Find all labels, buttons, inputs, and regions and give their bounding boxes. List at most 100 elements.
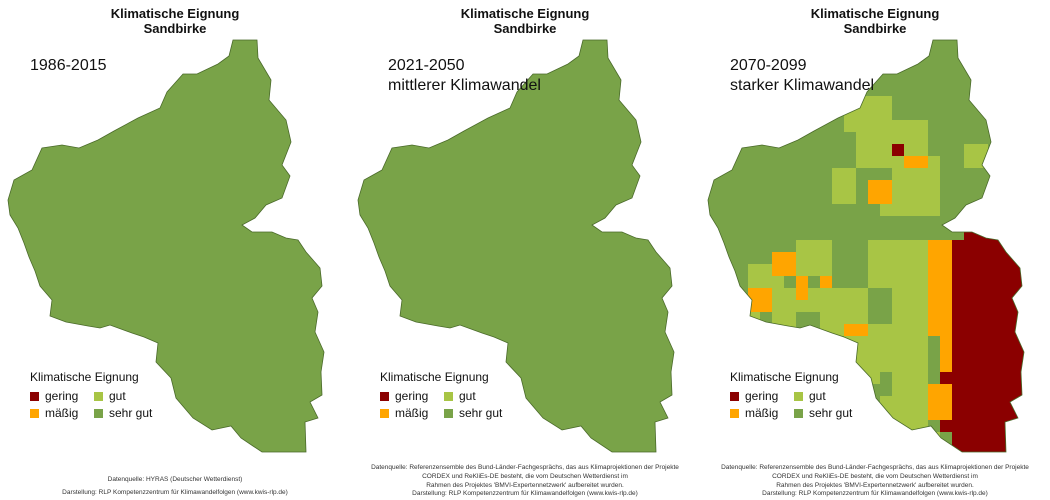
cell-massig [928, 384, 952, 420]
legend-item-sehr-gut: sehr gut [794, 406, 874, 420]
region-sehr-gut [8, 40, 324, 452]
legend-label: mäßig [45, 406, 79, 420]
panel-title: Klimatische Eignung Sandbirke [0, 6, 350, 36]
cell-massig [940, 336, 952, 372]
title-line-2: Sandbirke [143, 21, 207, 36]
cell-massig [724, 312, 748, 336]
legend-item-gering: gering [380, 389, 444, 403]
title-line-1: Klimatische Eignung [460, 6, 590, 21]
cell-sehr-gut [880, 372, 892, 396]
cell-gering [892, 144, 904, 156]
data-source: Datenquelle: Referenzensemble des Bund-L… [350, 463, 700, 490]
legend-label: mäßig [395, 406, 429, 420]
period-line-2: mittlerer Klimawandel [388, 77, 541, 94]
cell-massig [868, 180, 892, 204]
map-panel-2070-2099: Klimatische Eignung Sandbirke 2070-2099 … [700, 0, 1050, 500]
cell-sehr-gut [868, 288, 892, 324]
data-source: Datenquelle: Referenzensemble des Bund-L… [700, 463, 1050, 490]
cell-massig [904, 156, 928, 168]
legend-item-gering: gering [30, 389, 94, 403]
legend-swatch-sehr-gut [794, 408, 803, 418]
period-label: 2021-2050 mittlerer Klimawandel [388, 56, 541, 96]
title-line-2: Sandbirke [843, 21, 907, 36]
map-shape [7, 39, 325, 453]
legend-swatch-massig [730, 408, 739, 418]
legend-label: gut [109, 389, 126, 403]
credit: Darstellung: RLP Kompetenzzentrum für Kl… [762, 490, 988, 497]
cell-gut [904, 336, 928, 408]
legend-swatch-sehr-gut [94, 408, 103, 418]
period-line-1: 1986-2015 [30, 57, 107, 74]
legend-title: Klimatische Eignung [380, 370, 489, 384]
cell-massig [820, 276, 832, 288]
panel-title: Klimatische Eignung Sandbirke [700, 6, 1050, 36]
cell-sehr-gut [796, 312, 820, 336]
state-border [7, 39, 325, 453]
data-source: Datenquelle: HYRAS (Deutscher Wetterdien… [0, 475, 350, 484]
map-panel-2021-2050: Klimatische Eignung Sandbirke 2021-2050 … [350, 0, 700, 500]
source-line: Datenquelle: HYRAS (Deutscher Wetterdien… [107, 476, 243, 483]
credit: Darstellung: RLP Kompetenzzentrum für Kl… [62, 489, 288, 496]
legend-item-sehr-gut: sehr gut [444, 406, 524, 420]
legend-swatch-massig [30, 408, 39, 418]
legend-item-gering: gering [730, 389, 794, 403]
period-line-1: 2070-2099 [730, 57, 807, 74]
state-border [357, 39, 675, 453]
source-line: Datenquelle: Referenzensemble des Bund-L… [721, 464, 1029, 471]
legend-item-gut: gut [794, 389, 874, 403]
legend-swatch-gering [30, 391, 39, 401]
legend-title: Klimatische Eignung [30, 370, 139, 384]
cell-massig [772, 252, 796, 276]
cell-massig [844, 324, 868, 336]
cell-massig [796, 276, 808, 300]
cell-gering [964, 216, 1024, 240]
legend-label: sehr gut [109, 406, 153, 420]
legend-label: gering [45, 389, 79, 403]
legend-label: mäßig [745, 406, 779, 420]
legend: Klimatische Eignung gering gut mäßig seh… [730, 370, 874, 420]
legend-swatch-gut [444, 391, 453, 401]
state-border [707, 39, 1025, 453]
credit: Darstellung: RLP Kompetenzzentrum für Kl… [412, 490, 638, 497]
legend-label: gut [459, 389, 476, 403]
legend-item-sehr-gut: sehr gut [94, 406, 174, 420]
legend-title: Klimatische Eignung [730, 370, 839, 384]
legend-swatch-gut [794, 391, 803, 401]
legend-item-massig: mäßig [730, 406, 794, 420]
legend: Klimatische Eignung gering gut mäßig seh… [30, 370, 174, 420]
period-label: 1986-2015 [30, 56, 107, 76]
legend-swatch-sehr-gut [444, 408, 453, 418]
period-line-1: 2021-2050 [388, 57, 465, 74]
legend-swatch-gering [380, 391, 389, 401]
rlp-map [357, 39, 675, 453]
map-panel-1986-2015: Klimatische Eignung Sandbirke 1986-2015 … [0, 0, 350, 500]
source-line: Rahmen des Projektes 'BMVI-Expertennetzw… [426, 482, 624, 489]
legend-label: sehr gut [459, 406, 503, 420]
legend-label: gering [745, 389, 779, 403]
legend-label: gering [395, 389, 429, 403]
panel-title: Klimatische Eignung Sandbirke [350, 6, 700, 36]
source-line: Datenquelle: Referenzensemble des Bund-L… [371, 464, 679, 471]
source-line: CORDEX und ReKliEs-DE besteht, die vom D… [422, 473, 628, 480]
legend-item-gut: gut [94, 389, 174, 403]
title-line-1: Klimatische Eignung [110, 6, 240, 21]
legend-item-massig: mäßig [30, 406, 94, 420]
legend: Klimatische Eignung gering gut mäßig seh… [380, 370, 524, 420]
rlp-map [707, 39, 1025, 453]
legend-item-massig: mäßig [380, 406, 444, 420]
region-sehr-gut [358, 40, 674, 452]
period-line-2: starker Klimawandel [730, 77, 875, 94]
title-line-2: Sandbirke [493, 21, 557, 36]
cell-gut [964, 144, 988, 168]
legend-label: gut [809, 389, 826, 403]
legend-label: sehr gut [809, 406, 853, 420]
legend-swatch-gering [730, 391, 739, 401]
legend-swatch-massig [380, 408, 389, 418]
legend-item-gut: gut [444, 389, 524, 403]
source-line: CORDEX und ReKliEs-DE besteht, die vom D… [772, 473, 978, 480]
rlp-map [7, 39, 325, 453]
map-shape [357, 39, 675, 453]
period-label: 2070-2099 starker Klimawandel [730, 56, 874, 96]
cell-gut [796, 240, 832, 276]
legend-swatch-gut [94, 391, 103, 401]
